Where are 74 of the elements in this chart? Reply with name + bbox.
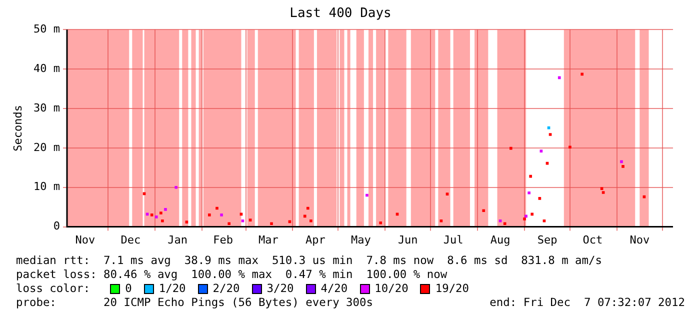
point xyxy=(529,174,532,178)
y-axis-title: Seconds xyxy=(11,105,24,152)
point xyxy=(164,208,167,211)
point xyxy=(208,214,211,216)
point xyxy=(303,214,306,218)
y-tick-label: 0 xyxy=(53,220,60,233)
x-tick-label: Aug xyxy=(490,233,510,246)
x-tick-label: Feb xyxy=(213,233,233,246)
point xyxy=(185,220,188,224)
legend-label: 4/20 xyxy=(320,282,348,296)
point xyxy=(379,221,382,224)
legend-label: 0 xyxy=(125,282,132,296)
x-tick-label: Apr xyxy=(306,233,326,246)
legend-label: 19/20 xyxy=(435,282,470,296)
legend-title: loss color: xyxy=(16,282,90,296)
text: median rtt: 7.1 ms avg 38.9 ms max 510.3 us min 7.8 ms now 8.6 ms sd 831.8 m am/s xyxy=(16,254,602,268)
point xyxy=(548,133,552,136)
x-tick-label: May xyxy=(350,233,372,246)
x-tick-label: Nov xyxy=(75,233,96,246)
point xyxy=(558,76,561,80)
point xyxy=(498,219,502,222)
x-tick-label: Mar xyxy=(258,233,279,246)
point xyxy=(174,186,178,189)
point xyxy=(482,209,486,212)
point xyxy=(600,187,604,190)
point xyxy=(154,216,158,218)
x-tick-label: Jul xyxy=(443,233,464,246)
point xyxy=(503,222,506,226)
point xyxy=(220,214,223,216)
point xyxy=(530,212,534,216)
y-tick-label: 30 m xyxy=(34,101,60,114)
point xyxy=(306,206,310,210)
x-tick-label: Dec xyxy=(120,233,141,246)
point xyxy=(528,191,530,194)
text: probe: 20 ICMP Echo Pings (56 Bytes) every 300s xyxy=(16,296,373,310)
point xyxy=(366,194,368,197)
point xyxy=(509,146,512,150)
point xyxy=(241,219,244,222)
y-tick-label: 20 m xyxy=(34,140,60,154)
point xyxy=(270,222,273,226)
legend-label: 1/20 xyxy=(158,282,186,296)
point xyxy=(540,150,543,152)
x-tick-label: Nov xyxy=(630,233,650,246)
point xyxy=(568,146,572,149)
x-tick-label: Sep xyxy=(537,233,558,246)
point xyxy=(228,222,231,226)
point xyxy=(446,192,449,196)
point xyxy=(150,214,154,216)
x-tick-label: Jan xyxy=(168,233,188,246)
point xyxy=(524,214,528,218)
legend-label: 2/20 xyxy=(212,282,240,296)
point xyxy=(542,219,546,222)
point xyxy=(523,218,526,220)
y-tick-label: 40 m xyxy=(34,62,60,75)
point xyxy=(622,165,624,168)
legend-label: 10/20 xyxy=(374,282,408,296)
point xyxy=(160,212,162,214)
text: end: Fri Dec 7 07:32:07 2012 xyxy=(490,296,685,310)
point xyxy=(310,219,312,222)
x-tick-label: Oct xyxy=(582,233,603,246)
point xyxy=(248,218,252,222)
y-tick-label: 50 m xyxy=(34,22,60,36)
x-tick-label: Jun xyxy=(398,233,418,246)
point xyxy=(620,160,623,164)
point xyxy=(216,206,218,210)
point xyxy=(440,219,443,222)
y-tick-label: 10 m xyxy=(34,180,60,194)
legend-label: 3/20 xyxy=(266,282,294,296)
point xyxy=(602,191,605,194)
point xyxy=(580,72,584,76)
chart-title: Last 400 Days xyxy=(290,6,392,22)
point xyxy=(161,219,164,222)
text: packet loss: 80.46 % avg 100.00 % max 0.47 % min 100.00 % now xyxy=(16,268,448,282)
point xyxy=(538,196,542,200)
